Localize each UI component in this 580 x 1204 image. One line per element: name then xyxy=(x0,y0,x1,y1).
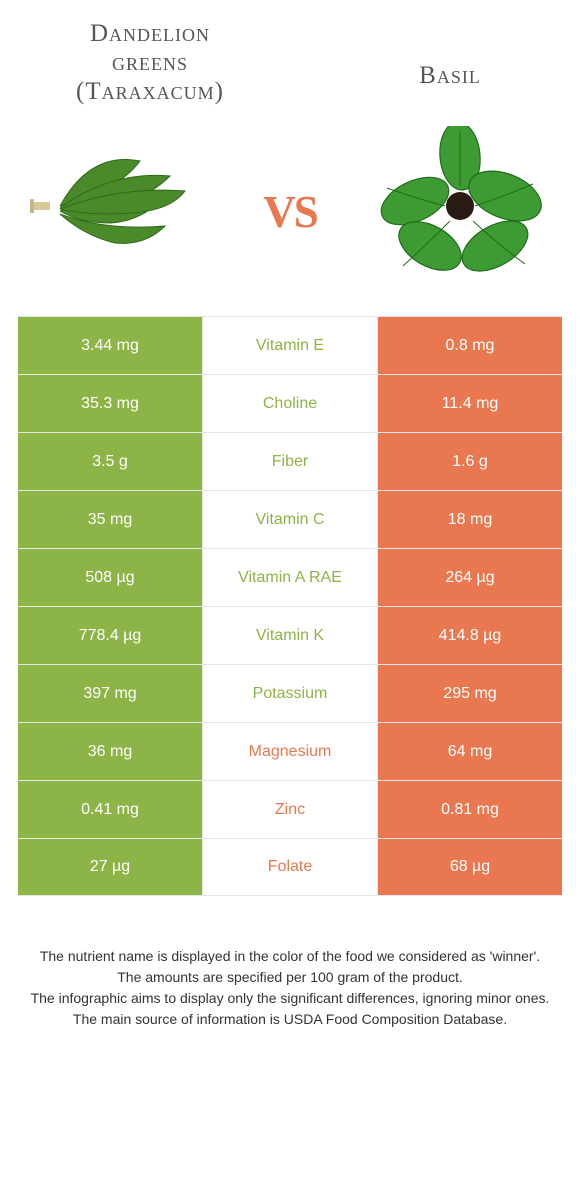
nutrient-name: Potassium xyxy=(202,665,378,722)
value-right: 414.8 µg xyxy=(378,607,562,664)
table-row: 36 mgMagnesium64 mg xyxy=(18,722,562,780)
value-left: 397 mg xyxy=(18,665,202,722)
table-row: 3.44 mgVitamin E0.8 mg xyxy=(18,316,562,374)
value-right: 264 µg xyxy=(378,549,562,606)
title-left-line3: (Taraxacum) xyxy=(40,78,260,107)
value-left: 778.4 µg xyxy=(18,607,202,664)
nutrient-name: Vitamin E xyxy=(202,317,378,374)
value-right: 18 mg xyxy=(378,491,562,548)
table-row: 0.41 mgZinc0.81 mg xyxy=(18,780,562,838)
basil-image xyxy=(370,126,550,286)
image-row: vs xyxy=(0,106,580,316)
nutrient-name: Folate xyxy=(202,839,378,895)
value-left: 27 µg xyxy=(18,839,202,895)
table-row: 508 µgVitamin A RAE264 µg xyxy=(18,548,562,606)
value-right: 64 mg xyxy=(378,723,562,780)
footer-line-2: The amounts are specified per 100 gram o… xyxy=(30,967,550,988)
value-left: 35.3 mg xyxy=(18,375,202,432)
table-row: 397 mgPotassium295 mg xyxy=(18,664,562,722)
comparison-table: 3.44 mgVitamin E0.8 mg35.3 mgCholine11.4… xyxy=(0,316,580,896)
value-right: 0.81 mg xyxy=(378,781,562,838)
nutrient-name: Vitamin K xyxy=(202,607,378,664)
dandelion-greens-image xyxy=(30,126,210,286)
value-left: 508 µg xyxy=(18,549,202,606)
footer-line-1: The nutrient name is displayed in the co… xyxy=(30,946,550,967)
table-row: 778.4 µgVitamin K414.8 µg xyxy=(18,606,562,664)
nutrient-name: Fiber xyxy=(202,433,378,490)
value-left: 3.44 mg xyxy=(18,317,202,374)
vs-label: vs xyxy=(263,169,317,243)
value-left: 35 mg xyxy=(18,491,202,548)
footer-line-3: The infographic aims to display only the… xyxy=(30,988,550,1009)
footer-line-4: The main source of information is USDA F… xyxy=(30,1009,550,1030)
nutrient-name: Zinc xyxy=(202,781,378,838)
table-row: 35.3 mgCholine11.4 mg xyxy=(18,374,562,432)
title-left: Dandelion greens (Taraxacum) xyxy=(40,20,260,106)
value-left: 36 mg xyxy=(18,723,202,780)
nutrient-name: Vitamin C xyxy=(202,491,378,548)
title-left-line1: Dandelion xyxy=(40,20,260,49)
value-right: 68 µg xyxy=(378,839,562,895)
table-row: 35 mgVitamin C18 mg xyxy=(18,490,562,548)
footer: The nutrient name is displayed in the co… xyxy=(0,896,580,1030)
value-right: 1.6 g xyxy=(378,433,562,490)
table-row: 27 µgFolate68 µg xyxy=(18,838,562,896)
value-right: 11.4 mg xyxy=(378,375,562,432)
nutrient-name: Magnesium xyxy=(202,723,378,780)
value-right: 0.8 mg xyxy=(378,317,562,374)
header: Dandelion greens (Taraxacum) Basil xyxy=(0,0,580,106)
value-left: 3.5 g xyxy=(18,433,202,490)
nutrient-name: Choline xyxy=(202,375,378,432)
value-right: 295 mg xyxy=(378,665,562,722)
value-left: 0.41 mg xyxy=(18,781,202,838)
nutrient-name: Vitamin A RAE xyxy=(202,549,378,606)
title-left-line2: greens xyxy=(40,49,260,78)
title-right: Basil xyxy=(360,20,540,91)
table-row: 3.5 gFiber1.6 g xyxy=(18,432,562,490)
